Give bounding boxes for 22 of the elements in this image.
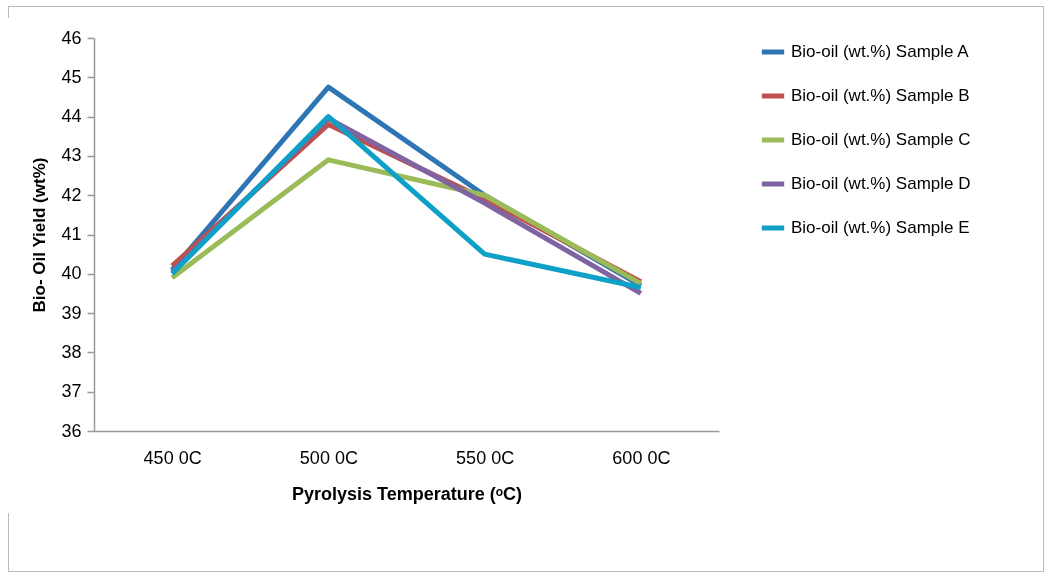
x-tick-label: 550 0C <box>456 447 515 468</box>
legend-label: Bio-oil (wt.%) Sample E <box>791 218 970 237</box>
legend-label: Bio-oil (wt.%) Sample C <box>791 130 971 149</box>
y-tick-label: 36 <box>61 420 82 441</box>
x-axis-title: Pyrolysis Temperature (ᵒC) <box>291 483 523 504</box>
legend-label: Bio-oil (wt.%) Sample A <box>791 42 970 61</box>
y-tick-label: 38 <box>61 341 82 362</box>
y-tick-label: 44 <box>61 106 82 127</box>
x-tick-label: 600 0C <box>612 447 671 468</box>
y-tick-label: 37 <box>61 381 82 402</box>
y-tick-label: 43 <box>61 145 82 166</box>
y-tick-label: 39 <box>61 302 82 323</box>
y-tick-label: 42 <box>61 184 82 205</box>
legend-label: Bio-oil (wt.%) Sample D <box>791 174 971 193</box>
y-tick-label: 46 <box>61 27 82 48</box>
y-tick-label: 41 <box>61 224 82 244</box>
y-axis-title: Bio- Oil Yield (wt%) <box>30 157 50 313</box>
y-tick-label: 40 <box>61 263 82 284</box>
y-tick-label: 45 <box>61 66 82 87</box>
legend-label: Bio-oil (wt.%) Sample B <box>791 86 970 105</box>
x-tick-label: 500 0C <box>299 447 358 468</box>
x-tick-label: 450 0C <box>143 447 202 468</box>
